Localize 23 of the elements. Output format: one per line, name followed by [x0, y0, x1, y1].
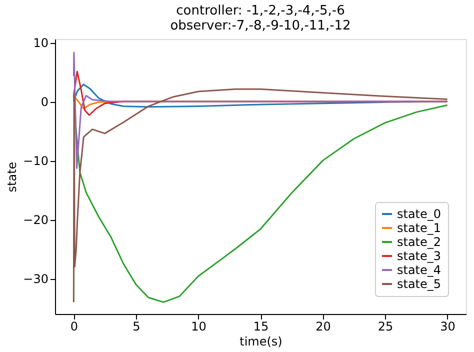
x-tick-label: 25 [378, 320, 394, 334]
y-tick-label: −30 [23, 272, 48, 286]
y-tick-label: 0 [40, 95, 48, 110]
x-tick-label: 20 [316, 320, 331, 334]
x-tick-label: 30 [440, 320, 456, 334]
legend-label: state_1 [397, 221, 442, 235]
x-axis-title: time(s) [240, 334, 282, 348]
x-tick-label: 10 [191, 320, 206, 334]
legend-label: state_3 [397, 249, 442, 263]
text: controller: -1,-2,-3,-4,-5,-6 [176, 4, 345, 19]
x-tick-label: 5 [132, 320, 140, 334]
y-tick-label: −10 [23, 154, 48, 168]
legend-label: state_5 [397, 277, 442, 291]
y-tick-label: 10 [33, 36, 48, 50]
legend-label: state_2 [397, 235, 442, 249]
y-tick-label: −20 [23, 213, 48, 228]
text: observer:-7,-8,-9-10,-11,-12 [170, 18, 351, 34]
x-tick-label: 0 [70, 320, 78, 334]
line-series [72, 52, 448, 169]
legend-label: state_4 [397, 263, 442, 277]
legend-label: state_0 [397, 207, 442, 221]
x-tick-label: 15 [253, 320, 269, 334]
y-axis-title: state [5, 162, 20, 192]
